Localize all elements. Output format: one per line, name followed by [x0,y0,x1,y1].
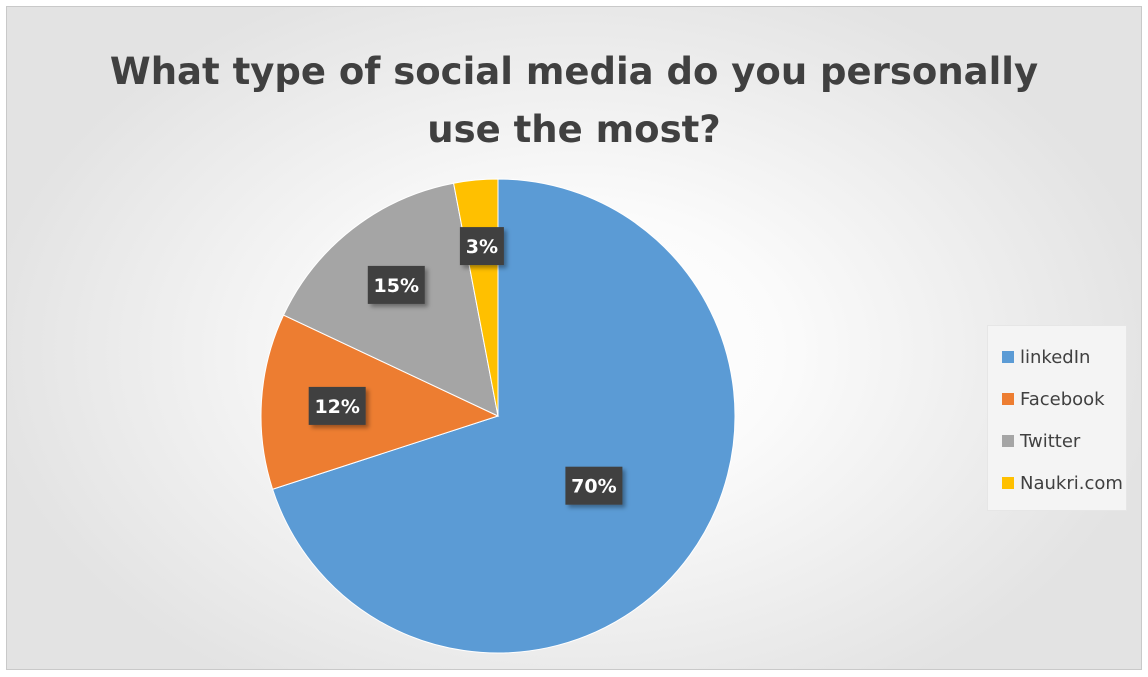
legend-label-linkedin: linkedIn [1020,347,1091,368]
pie-slice-linkedin [271,178,736,654]
legend-swatch-facebook [1002,392,1014,405]
legend-swatch-naukri [1002,476,1014,489]
data-label-text-twitter: 15% [374,275,419,297]
data-label-naukri-com: 3% [459,227,504,266]
legend-label-twitter: Twitter [1020,431,1081,452]
data-label-box-linkedin [565,466,623,505]
data-label-box-naukri-com [459,227,504,266]
data-label-box-facebook [308,386,366,425]
data-label-linkedin: 70% [565,466,623,505]
pie-data-labels: 70% 12% 15% 3% [308,227,623,505]
data-label-text-facebook: 12% [314,396,359,418]
pie-chart: 70% 12% 15% 3% [260,178,736,654]
chart-title-line-2: use the most? [427,108,721,151]
chart-area: What type of social media do you persona… [6,6,1142,670]
legend-swatch-twitter [1002,434,1014,447]
data-label-facebook: 12% [308,386,366,425]
chart-legend: linkedIn Facebook Twitter Naukri.com [987,325,1127,511]
legend-label-naukri: Naukri.com [1020,473,1123,494]
data-label-twitter: 15% [367,265,425,304]
legend-label-facebook: Facebook [1020,389,1105,410]
legend-item-facebook: Facebook [1002,388,1105,412]
legend-item-linkedin: linkedIn [1002,346,1090,370]
legend-item-twitter: Twitter [1002,430,1080,454]
data-label-text-linkedin: 70% [571,476,616,498]
pie-slice-facebook [260,314,500,490]
chart-title: What type of social media do you persona… [7,43,1141,159]
data-label-box-twitter [367,265,425,304]
chart-title-line-1: What type of social media do you persona… [109,50,1039,93]
data-label-text-naukri-com: 3% [466,236,498,258]
legend-swatch-linkedin [1002,350,1014,363]
legend-item-naukri: Naukri.com [1002,472,1123,496]
